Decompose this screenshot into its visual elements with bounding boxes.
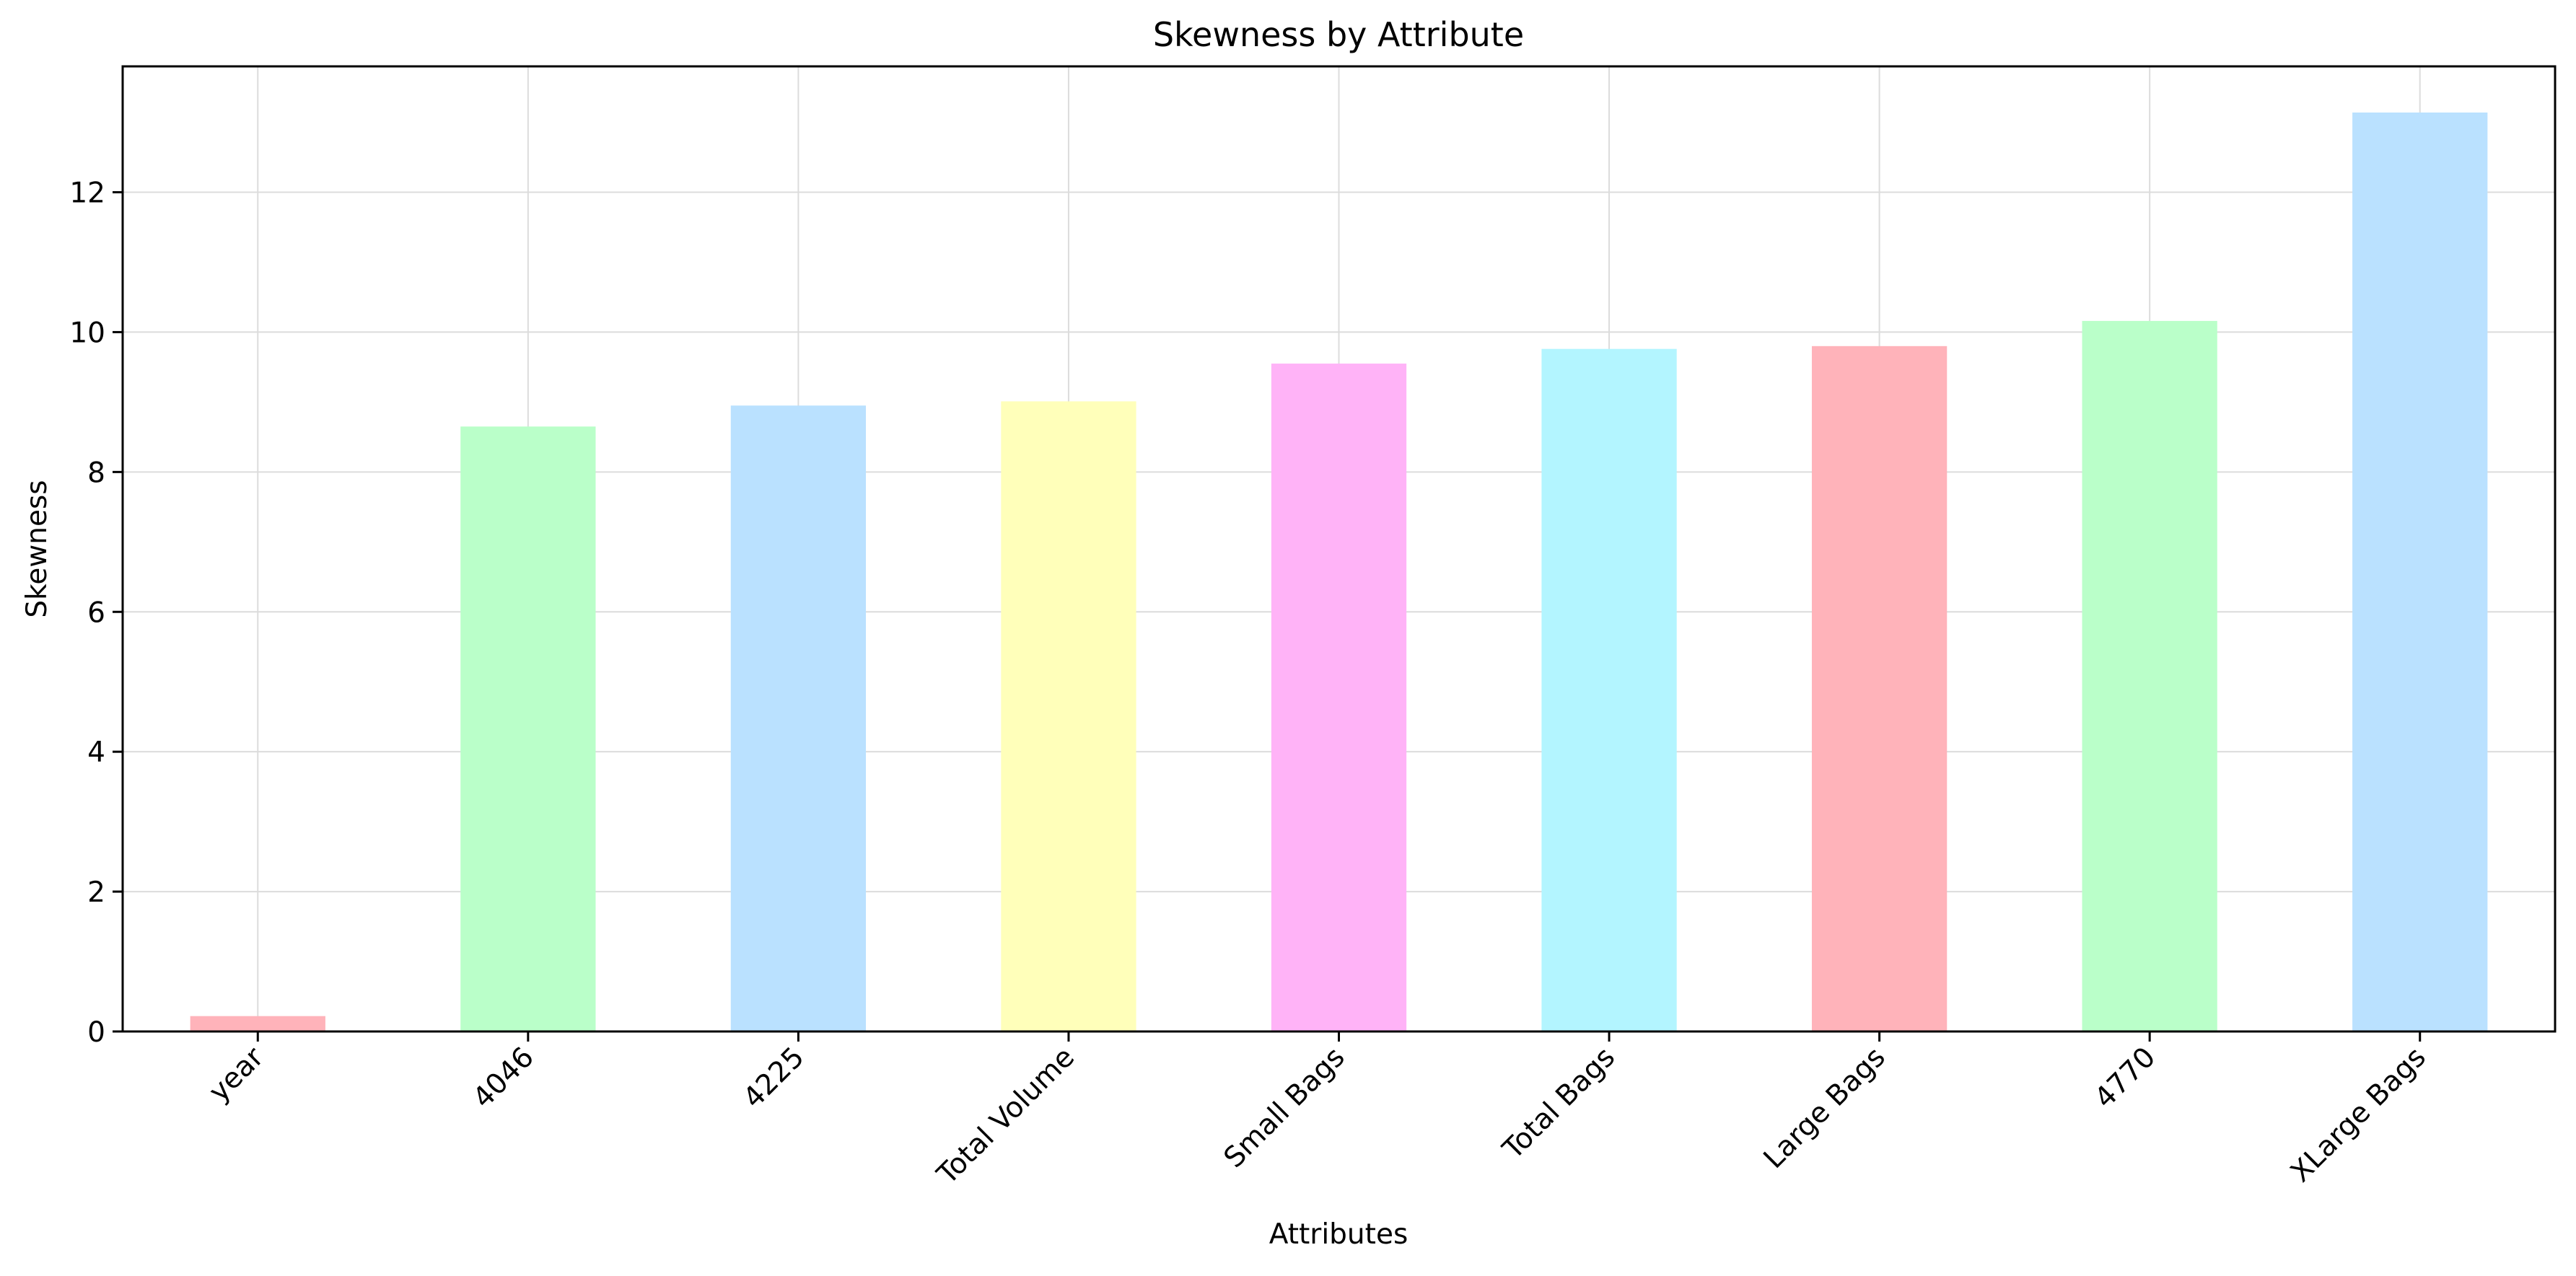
y-tick-label: 0 bbox=[87, 1016, 105, 1049]
bar bbox=[1001, 401, 1136, 1031]
y-tick-label: 12 bbox=[69, 177, 105, 210]
bar bbox=[2352, 112, 2488, 1031]
x-tick-label: Small Bags bbox=[1218, 1041, 1351, 1174]
y-tick-label: 8 bbox=[87, 457, 105, 489]
y-axis-ticks: 0 2 4 6 8 10 12 bbox=[69, 177, 123, 1049]
y-tick-label: 6 bbox=[87, 597, 105, 629]
x-tick-label: Total Volume bbox=[931, 1041, 1081, 1191]
bar bbox=[1541, 348, 1677, 1031]
bars bbox=[190, 112, 2488, 1032]
y-tick-label: 2 bbox=[87, 876, 105, 909]
x-tick-label: XLarge Bags bbox=[2284, 1041, 2432, 1189]
chart-title: Skewness by Attribute bbox=[1153, 15, 1524, 54]
x-tick-label: year bbox=[203, 1041, 271, 1109]
bar bbox=[460, 426, 596, 1031]
x-axis-label: Attributes bbox=[1269, 1218, 1409, 1251]
x-tick-label: 4770 bbox=[2088, 1041, 2162, 1114]
x-tick-label: Large Bags bbox=[1758, 1041, 1892, 1175]
y-axis-label: Skewness bbox=[21, 480, 53, 617]
x-tick-label: Total Bags bbox=[1497, 1041, 1621, 1166]
y-tick-label: 4 bbox=[87, 736, 105, 769]
y-tick-label: 10 bbox=[69, 317, 105, 349]
bar bbox=[1811, 346, 1948, 1032]
x-tick-label: 4046 bbox=[467, 1041, 540, 1114]
bar bbox=[1271, 364, 1407, 1032]
x-axis-ticks: year 4046 4225 Total Volume Small Bags Total … bbox=[203, 1031, 2432, 1192]
bar bbox=[2082, 320, 2217, 1031]
bar bbox=[730, 405, 867, 1031]
x-tick-label: 4225 bbox=[737, 1041, 810, 1114]
bar bbox=[190, 1016, 325, 1031]
